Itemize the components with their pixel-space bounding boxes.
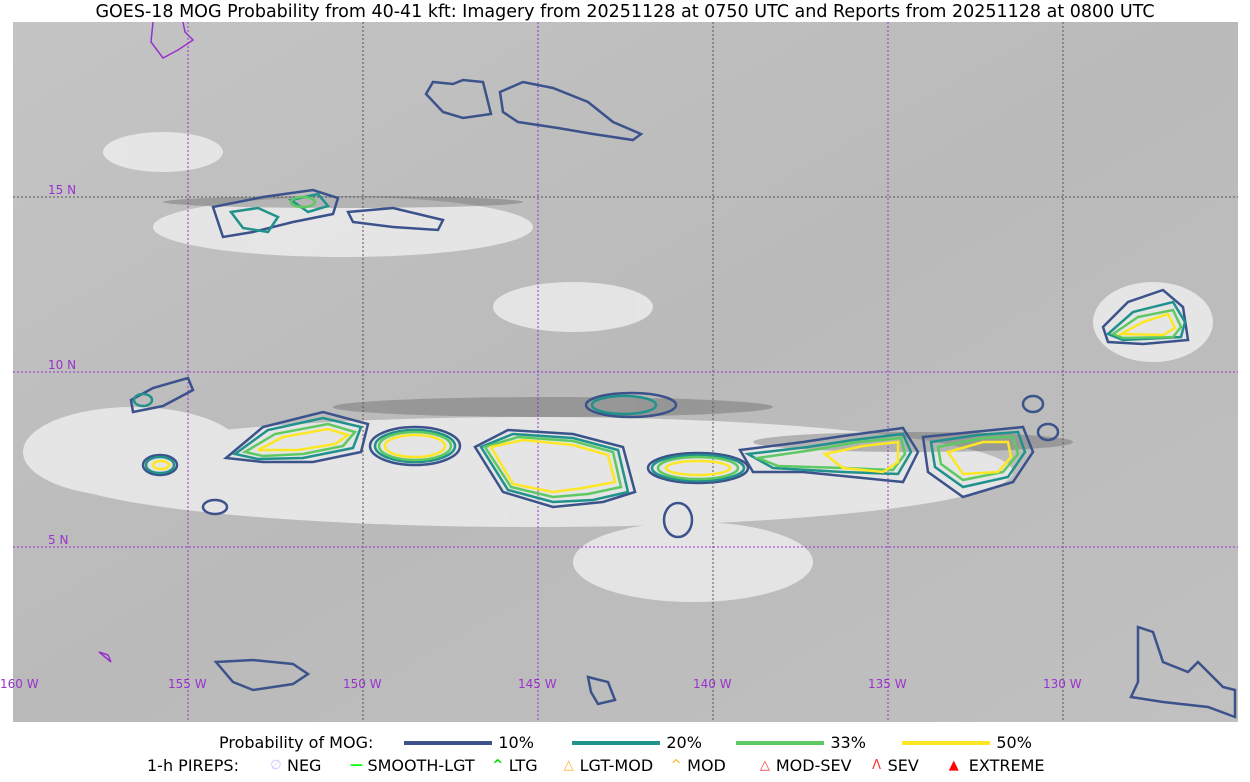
swatch-33pct [736, 740, 825, 745]
double-caret-bar-icon: △ [759, 758, 770, 773]
pirep-label-smooth-lgt: SMOOTH-LGT [367, 756, 475, 775]
legend-item-20: 20% [572, 733, 736, 752]
lon-label-160w: 160 W [0, 677, 39, 691]
contour-10pct [129, 78, 1237, 719]
pirep-label-ltg: LTG [508, 756, 538, 775]
pirep-label-sev: SEV [887, 756, 919, 775]
lon-label-135w: 135 W [868, 677, 907, 691]
contour-20pct [132, 192, 1187, 504]
swatch-50pct [902, 740, 991, 745]
lat-label-10n: 10 N [48, 358, 77, 372]
line-icon: — [349, 758, 363, 773]
caret-icon: ^ [670, 758, 682, 773]
lon-label-130w: 130 W [1043, 677, 1082, 691]
pirep-label-mod: MOD [687, 756, 726, 775]
legend-label-20: 20% [666, 733, 702, 752]
legend-item-33: 33% [736, 733, 902, 752]
pireps-legend: 1-h PIREPS: ∅ NEG — SMOOTH-LGT ^ LTG △ LGT-M… [147, 756, 1250, 775]
neg-circle-icon: ∅ [270, 758, 282, 773]
contour-33pct [241, 195, 1183, 499]
lon-label-145w: 145 W [518, 677, 557, 691]
legend-label-33: 33% [830, 733, 866, 752]
lon-label-150w: 150 W [343, 677, 382, 691]
legend-label-10: 10% [498, 733, 534, 752]
lat-label-15n: 15 N [48, 183, 77, 197]
swatch-20pct [572, 740, 661, 745]
legend-label-50: 50% [996, 733, 1032, 752]
pirep-label-lgt-mod: LGT-MOD [579, 756, 654, 775]
probability-legend: Probability of MOG: 10% 20% 33% 50% [219, 733, 1250, 752]
coastlines [98, 22, 195, 663]
pirep-label-neg: NEG [286, 756, 322, 775]
contour-50pct [151, 312, 1177, 494]
satellite-map [13, 22, 1238, 722]
filled-triangle-icon: ▲ [948, 758, 959, 773]
probability-legend-label: Probability of MOG: [219, 733, 374, 752]
legend-item-50: 50% [902, 733, 1032, 752]
graticule [13, 22, 1238, 722]
caret-icon: ^ [492, 758, 504, 773]
lon-label-140w: 140 W [693, 677, 732, 691]
pirep-label-extreme: EXTREME [968, 756, 1045, 775]
pirep-label-mod-sev: MOD-SEV [775, 756, 852, 775]
double-caret-icon: Λ [872, 758, 882, 773]
lat-label-5n: 5 N [48, 533, 69, 547]
caret-bar-icon: △ [563, 758, 574, 773]
legend-item-10: 10% [404, 733, 572, 752]
swatch-10pct [404, 740, 493, 745]
lon-label-155w: 155 W [168, 677, 207, 691]
map-title: GOES-18 MOG Probability from 40-41 kft: … [95, 2, 1155, 22]
pireps-legend-label: 1-h PIREPS: [147, 756, 239, 775]
